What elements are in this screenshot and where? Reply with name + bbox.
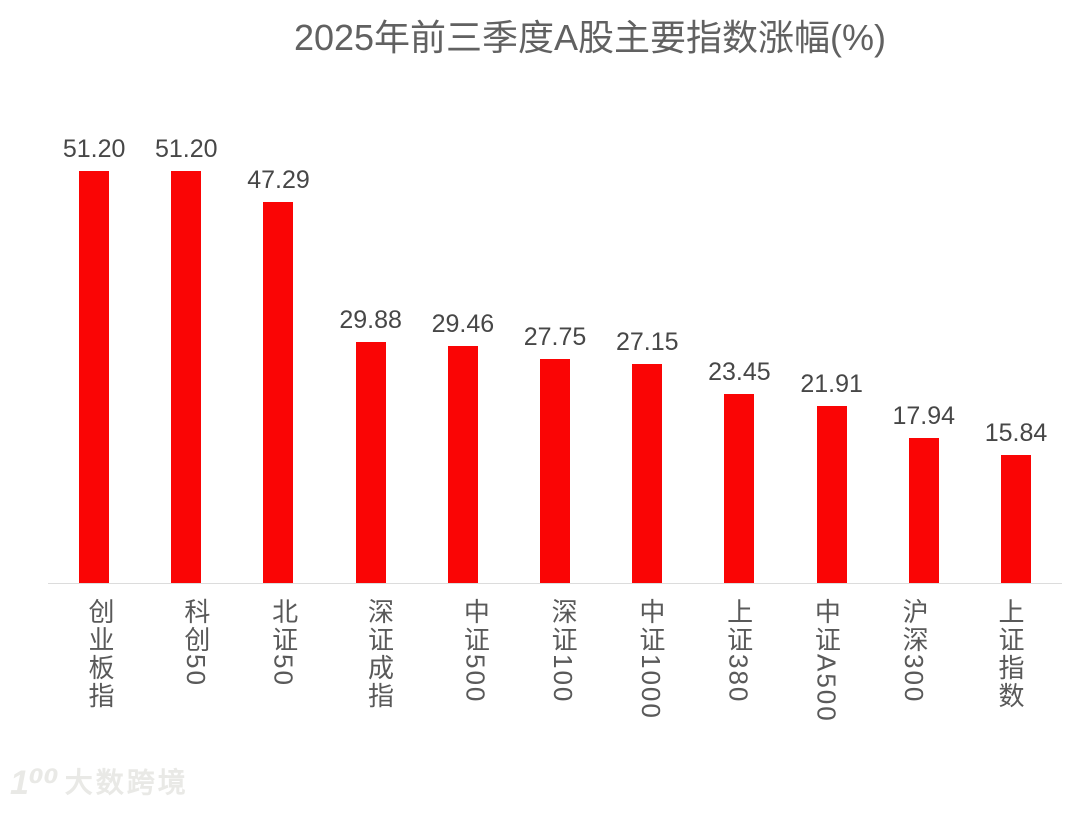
x-axis-label-text: 中证500 [460, 597, 491, 703]
x-axis-label: 深证100 [519, 598, 607, 723]
x-axis-label: 创业板指 [48, 598, 152, 723]
bar-slot: 21.91 [786, 171, 878, 583]
x-axis-label-text: 中证A500 [811, 597, 842, 723]
watermark: 1⁰⁰ 大数跨境 [10, 766, 189, 800]
x-axis-label-text: 上证指数 [995, 597, 1025, 710]
x-axis-label: 沪深300 [870, 598, 958, 723]
bar-value-label: 29.46 [431, 309, 495, 338]
bar-value-label: 29.88 [339, 306, 402, 335]
bar: 29.88 [339, 308, 402, 583]
bar-value-label: 27.15 [615, 328, 679, 357]
bar-value-label: 15.84 [984, 419, 1048, 448]
bar-slot: 17.94 [878, 171, 970, 583]
bar-value-label: 51.20 [62, 134, 126, 163]
bar-slot: 29.46 [417, 171, 509, 583]
x-axis-label: 上证380 [695, 598, 783, 723]
bar-value-label: 51.20 [155, 134, 218, 163]
bar: 21.91 [800, 372, 863, 583]
x-axis-label: 上证指数 [958, 598, 1062, 723]
x-axis-label-text: 深证成指 [364, 597, 395, 710]
bar-slot: 47.29 [232, 168, 324, 583]
bar: 17.94 [893, 404, 955, 583]
bar: 51.20 [155, 136, 218, 583]
bar-slot: 27.15 [601, 171, 693, 583]
bar-slot: 15.84 [970, 171, 1062, 583]
x-axis-label-text: 科创50 [180, 597, 211, 687]
x-axis-label-text: 上证380 [723, 597, 754, 703]
bar: 27.15 [616, 330, 679, 583]
x-axis-label: 科创50 [152, 598, 240, 723]
watermark-logo-icon: 1⁰⁰ [10, 764, 59, 802]
plot-area: 51.20 51.20 47.29 29.88 29.46 27.75 27.15 23.45… [48, 136, 1062, 583]
x-axis-label-text: 沪深300 [899, 597, 930, 703]
bar-value-label: 47.29 [247, 166, 310, 195]
bar: 51.20 [63, 136, 125, 583]
x-axis-label-text: 北证50 [268, 597, 299, 687]
bar: 47.29 [247, 168, 310, 583]
x-axis-line [48, 582, 1062, 584]
watermark-text: 大数跨境 [64, 767, 189, 798]
bar-value-label: 23.45 [708, 357, 771, 386]
bar: 29.46 [432, 311, 494, 583]
x-axis-label: 中证A500 [783, 598, 871, 723]
bar-chart: 2025年前三季度A股主要指数涨幅(%) 51.20 51.20 47.29 29.8… [0, 17, 1080, 800]
bar-value-label: 21.91 [800, 370, 863, 399]
x-axis-label-text: 中证1000 [635, 597, 666, 720]
x-axis-label: 北证50 [240, 598, 328, 723]
chart-title: 2025年前三季度A股主要指数涨幅(%) [293, 17, 887, 58]
bar: 27.75 [524, 325, 586, 583]
x-axis-label: 中证500 [432, 598, 520, 723]
x-axis-labels: 创业板指 科创50 北证50 深证成指 中证500 深证100 中证1000 上证380 中证A… [48, 598, 1062, 723]
bar: 15.84 [985, 421, 1047, 583]
x-axis-label-text: 深证100 [548, 597, 579, 703]
bar-slot: 29.88 [325, 171, 417, 583]
x-axis-label: 中证1000 [607, 598, 695, 723]
bar: 23.45 [708, 359, 771, 583]
x-axis-label: 深证成指 [328, 598, 432, 723]
bar-slot: 51.20 [140, 136, 232, 583]
bar-value-label: 27.75 [523, 323, 587, 352]
bar-slot: 27.75 [509, 171, 601, 583]
bar-value-label: 17.94 [892, 402, 956, 431]
bar-slot: 23.45 [693, 171, 785, 583]
x-axis-label-text: 创业板指 [85, 597, 115, 710]
bar-slot: 51.20 [48, 136, 140, 583]
